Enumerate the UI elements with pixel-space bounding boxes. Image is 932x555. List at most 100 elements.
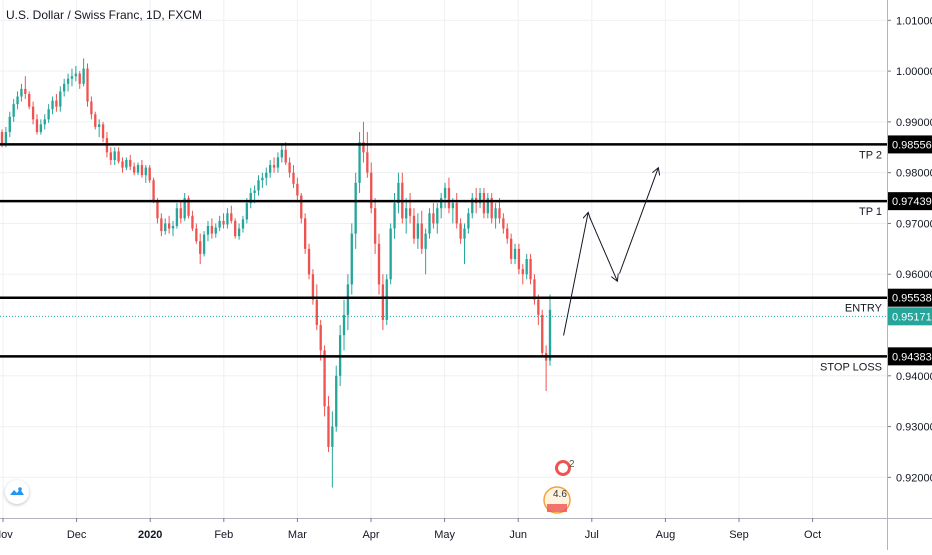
current-price-tag[interactable]: [888, 307, 932, 326]
price-tick-label: 0.94000: [896, 371, 932, 383]
candle-body: [179, 208, 182, 219]
candle-body: [370, 172, 373, 209]
candles: [0, 58, 552, 488]
grid-lines: [0, 0, 887, 518]
level-name: TP 2: [859, 149, 882, 161]
time-tick-label: Sep: [729, 529, 749, 541]
time-axis[interactable]: Nov Dec 2020 Feb Mar Apr May Jun Jul Aug Sep Oct: [0, 518, 932, 541]
candle-body: [113, 151, 116, 160]
candle-body: [152, 180, 155, 201]
candle-body: [494, 208, 497, 219]
projection-arrow: [589, 217, 617, 280]
candle-body: [94, 114, 97, 127]
candle-body: [31, 106, 35, 120]
tradingview-logo-icon[interactable]: [5, 480, 29, 504]
candle-body: [288, 162, 291, 173]
candle-body: [358, 142, 361, 183]
candle-body: [533, 279, 536, 300]
candle-body: [218, 220, 221, 228]
time-tick-label: Aug: [656, 529, 676, 541]
time-tick-label: Nov: [0, 529, 13, 541]
level-price-tag[interactable]: [888, 347, 932, 366]
candle-body: [187, 198, 190, 216]
candle-body: [311, 274, 315, 300]
candle-body: [82, 68, 85, 84]
candle-body: [315, 299, 318, 326]
candle-body: [389, 228, 392, 280]
candle-body: [408, 208, 412, 216]
price-tick-label: 1.01000: [896, 15, 932, 27]
candle-body: [335, 375, 338, 427]
candle-body: [440, 198, 443, 209]
candle-body: [183, 198, 186, 219]
candle-body: [12, 104, 15, 117]
level-lines[interactable]: TP 2 TP 1 ENTRY STOP LOSS: [0, 143, 887, 373]
level-name: ENTRY: [845, 303, 883, 315]
candle-body: [537, 299, 540, 315]
candle-body: [502, 218, 505, 229]
notification-badge[interactable]: 2: [555, 459, 576, 476]
candle-body: [303, 218, 307, 249]
level-price-label: 0.97439: [892, 196, 932, 208]
event-badges[interactable]: 2 4.6: [543, 459, 576, 514]
candle-body: [463, 228, 466, 239]
candle-body: [0, 132, 4, 144]
candle-body: [385, 279, 388, 320]
notification-count: 2: [569, 459, 575, 470]
candle-body: [506, 228, 509, 239]
candle-body: [24, 88, 27, 94]
candle-body: [51, 100, 54, 110]
current-price-label: 0.95171: [892, 311, 932, 323]
candle-body: [323, 350, 326, 407]
price-tick-label: 0.99000: [896, 117, 932, 129]
candle-body: [191, 215, 194, 229]
level-price-tag[interactable]: [888, 288, 932, 307]
price-tick-label: 1.00000: [896, 66, 932, 78]
candle-body: [59, 91, 62, 107]
candle-body: [28, 93, 31, 107]
level-price-tag[interactable]: [888, 135, 932, 154]
candle-body: [210, 225, 214, 234]
candle-body: [490, 198, 493, 219]
candle-body: [327, 406, 330, 447]
candle-body: [393, 203, 396, 229]
candle-body: [541, 314, 544, 353]
candle-body: [265, 172, 268, 178]
candle-body: [377, 243, 381, 285]
level-price-tag[interactable]: [888, 192, 932, 211]
candle-body: [432, 213, 435, 224]
candle-body: [482, 192, 486, 214]
time-tick-label: Feb: [214, 529, 233, 541]
candle-body: [513, 248, 517, 259]
notification-ring-icon: [555, 460, 571, 476]
candle-body: [498, 208, 501, 219]
candle-body: [144, 167, 147, 176]
candle-body: [20, 88, 23, 97]
candle-body: [261, 177, 264, 181]
candle-body: [74, 73, 78, 77]
candle-body: [397, 182, 400, 204]
projection-arrow: [618, 169, 658, 274]
candle-body: [346, 284, 350, 315]
projection-arrows: [563, 169, 658, 336]
candle-body: [230, 213, 233, 221]
candle-body: [257, 180, 260, 191]
candle-body: [39, 124, 43, 133]
candle-body: [121, 161, 124, 168]
candle-body: [459, 223, 462, 239]
candle-body: [237, 228, 241, 237]
candle-body: [420, 223, 423, 249]
candle-body: [272, 165, 276, 168]
candle-body: [354, 182, 357, 234]
time-tick-label: Mar: [288, 529, 307, 541]
candle-body: [245, 203, 249, 220]
price-axis[interactable]: 1.01000 1.00000 0.99000 0.98000 0.97000 0.960…: [887, 0, 932, 550]
logo-glyph: [10, 487, 24, 495]
projection-arrow: [563, 213, 588, 336]
candle-body: [148, 167, 151, 181]
rocket-badge[interactable]: 4.6: [543, 486, 571, 514]
level-name: TP 1: [859, 206, 882, 218]
